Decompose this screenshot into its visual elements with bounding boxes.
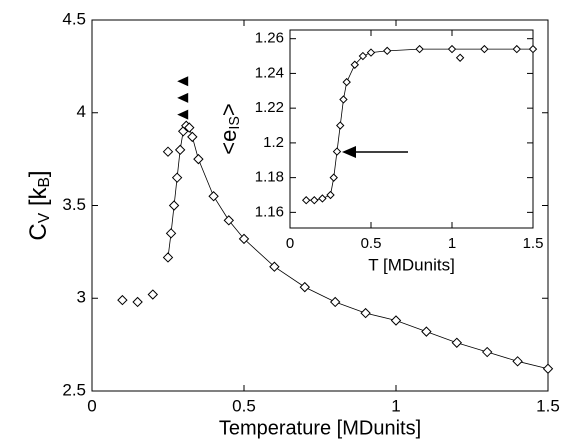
plot-frame bbox=[91, 19, 549, 392]
data-point bbox=[184, 122, 195, 133]
data-point bbox=[481, 346, 493, 358]
data-point bbox=[299, 281, 311, 293]
y-tick-label: 1.2 bbox=[263, 134, 284, 151]
data-point bbox=[174, 144, 186, 156]
y-tick-label: 1.24 bbox=[255, 64, 284, 81]
y-tick-label: 1.18 bbox=[255, 169, 284, 186]
data-point bbox=[329, 296, 341, 308]
arrow-head bbox=[342, 146, 356, 158]
x-tick-label: 1 bbox=[448, 235, 456, 252]
y-axis-label: <eIS> bbox=[216, 103, 243, 154]
y-axis-label-part: B bbox=[36, 177, 53, 187]
data-point bbox=[132, 296, 143, 308]
y-axis-label-part: C bbox=[25, 223, 52, 240]
x-axis-label: T [MDunits] bbox=[368, 255, 455, 274]
data-point bbox=[208, 191, 219, 202]
data-point bbox=[512, 44, 522, 54]
y-tick-label: 4 bbox=[77, 102, 86, 121]
data-point bbox=[147, 289, 159, 300]
data-point bbox=[171, 172, 183, 183]
data-point bbox=[168, 200, 180, 211]
data-point bbox=[301, 196, 311, 205]
triangle-marker bbox=[177, 76, 189, 87]
y-axis-label-part: V bbox=[36, 212, 53, 223]
data-point bbox=[162, 146, 174, 157]
data-point bbox=[193, 153, 204, 165]
y-tick-label: 1.16 bbox=[255, 203, 284, 220]
y-axis-label-part: IS bbox=[227, 116, 243, 130]
data-point bbox=[162, 252, 174, 263]
data-point bbox=[326, 190, 335, 200]
x-tick-label: 0.5 bbox=[232, 396, 256, 415]
data-point bbox=[542, 363, 554, 374]
data-point bbox=[336, 121, 345, 130]
data-point bbox=[528, 44, 538, 54]
x-tick-label: 1 bbox=[391, 396, 400, 415]
data-point bbox=[447, 44, 457, 54]
data-point bbox=[415, 44, 424, 54]
y-tick-label: 1.22 bbox=[255, 99, 284, 116]
y-tick-label: 4.5 bbox=[62, 9, 86, 28]
x-tick-label: 1.5 bbox=[523, 235, 544, 252]
y-tick-label: 2.5 bbox=[62, 380, 86, 399]
data-point bbox=[480, 44, 489, 54]
data-point bbox=[360, 307, 371, 319]
plot-frame bbox=[289, 29, 534, 229]
triangle-marker bbox=[177, 92, 189, 103]
data-point bbox=[332, 147, 342, 156]
x-tick-label: 0.5 bbox=[361, 235, 382, 252]
data-point bbox=[382, 46, 392, 56]
y-axis-label: CV [kB] bbox=[25, 170, 53, 240]
data-point bbox=[310, 196, 319, 205]
data-point bbox=[366, 48, 376, 57]
data-point bbox=[329, 173, 338, 182]
x-axis-label: Temperature [MDunits] bbox=[219, 417, 421, 439]
data-point bbox=[269, 261, 280, 272]
x-tick-label: 1.5 bbox=[536, 396, 560, 415]
data-point bbox=[512, 356, 523, 367]
y-axis-label-part: [k bbox=[25, 187, 52, 213]
data-point bbox=[342, 77, 351, 87]
data-point bbox=[358, 51, 368, 61]
x-tick-label: 0 bbox=[286, 235, 294, 252]
data-point bbox=[117, 294, 128, 306]
data-point bbox=[390, 315, 402, 326]
data-point bbox=[223, 215, 235, 226]
triangle-marker bbox=[177, 109, 189, 120]
y-tick-label: 3 bbox=[77, 288, 86, 307]
y-tick-label: 3.5 bbox=[62, 195, 86, 214]
data-point bbox=[318, 194, 327, 203]
y-tick-label: 1.26 bbox=[255, 30, 284, 47]
data-point bbox=[187, 131, 198, 143]
x-tick-label: 0 bbox=[87, 396, 96, 415]
y-axis-label-part: > bbox=[216, 103, 241, 116]
data-point bbox=[165, 228, 177, 239]
inset-background bbox=[290, 30, 533, 228]
y-axis-label-part: ] bbox=[25, 170, 52, 177]
data-point bbox=[350, 60, 360, 69]
data-point bbox=[238, 233, 250, 245]
y-axis-label-part: <e bbox=[216, 130, 241, 155]
data-point bbox=[421, 326, 432, 337]
data-point bbox=[455, 53, 465, 62]
data-point bbox=[339, 95, 348, 104]
data-point bbox=[451, 337, 463, 348]
